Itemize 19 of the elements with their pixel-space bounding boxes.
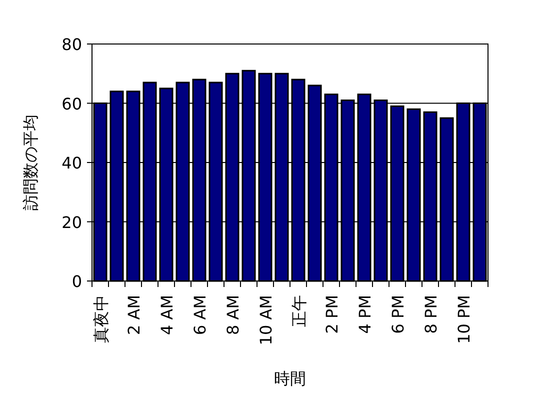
x-tick-label: 真夜中 — [91, 295, 110, 343]
x-tick-label: 4 PM — [355, 295, 374, 334]
x-tick-label: 8 AM — [223, 295, 242, 336]
y-tick-label: 80 — [62, 35, 82, 54]
x-axis-title: 時間 — [274, 369, 306, 388]
x-tick-label: 10 PM — [454, 295, 474, 344]
x-tick-label: 2 PM — [322, 295, 342, 334]
x-tick-label: 6 PM — [388, 295, 408, 334]
y-axis-title: 訪問数の平均 — [21, 114, 40, 210]
x-tick-label: 8 PM — [421, 295, 440, 334]
x-tick-label: 4 AM — [157, 295, 176, 336]
x-tick-label: 2 AM — [124, 295, 144, 336]
x-tick-label: 6 AM — [190, 295, 210, 336]
y-tick-label: 0 — [72, 272, 82, 291]
x-tick-label: 10 AM — [256, 295, 276, 346]
y-tick-label: 40 — [62, 154, 82, 172]
y-tick-label: 20 — [62, 212, 82, 232]
y-tick-label: 60 — [62, 94, 82, 114]
x-tick-label: 正午 — [289, 295, 308, 327]
